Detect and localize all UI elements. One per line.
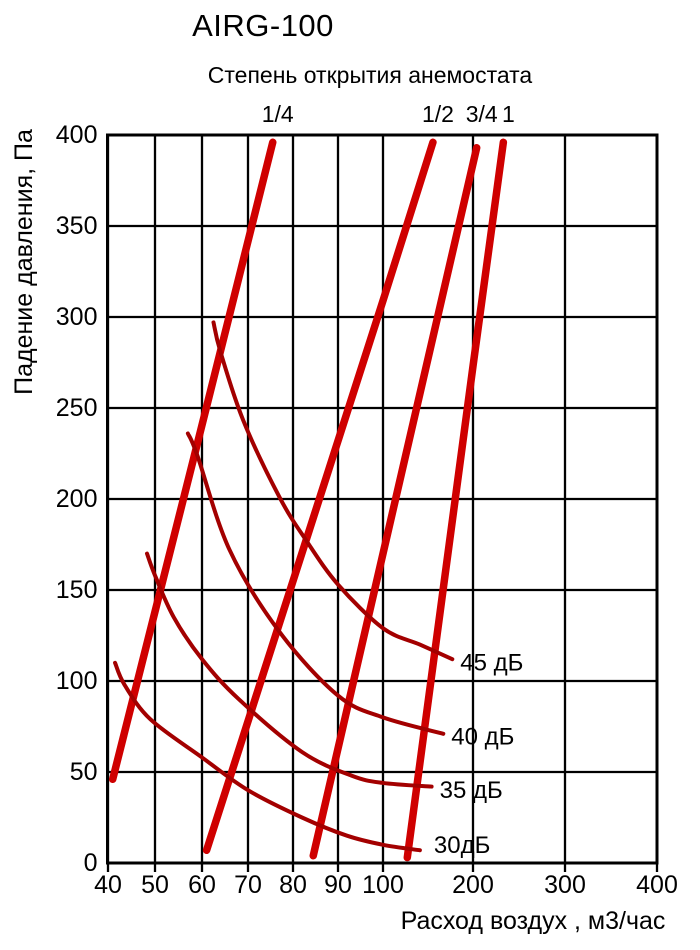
opening-line-1-2 <box>202 138 437 855</box>
x-tick-label: 100 <box>362 871 404 899</box>
noise-curve-40дБ <box>185 431 446 736</box>
y-tick-label: 400 <box>56 121 98 149</box>
opening-line-3-4 <box>309 143 481 860</box>
y-tick-label: 350 <box>56 212 98 240</box>
noise-curve-label: 45 дБ <box>460 650 523 677</box>
x-axis-title: Расход воздух , м3/час <box>401 907 666 935</box>
plot-area: 40 50 60 70 80 90 100 200 300 400 0 50 100 150 200 250 3… <box>56 101 678 899</box>
x-tick-label: 60 <box>188 871 216 899</box>
chart-title: AIRG-100 <box>192 8 334 43</box>
noise-curve-35дБ <box>145 551 434 789</box>
noise-curve-label: 40 дБ <box>451 723 514 750</box>
y-tick-label: 100 <box>56 667 98 695</box>
x-tick-label: 200 <box>452 871 494 899</box>
chart-subtitle: Степень открытия анемостата <box>207 62 533 88</box>
x-tick-label: 40 <box>94 871 122 899</box>
opening-line-label: 1/2 <box>422 101 454 127</box>
x-tick-label: 400 <box>636 871 678 899</box>
y-tick-label: 150 <box>56 576 98 604</box>
noise-curve-label: 30дБ <box>434 832 490 859</box>
noise-curve-45дБ <box>211 320 455 662</box>
x-tick-label: 90 <box>324 871 352 899</box>
x-tick-label: 80 <box>279 871 307 899</box>
y-tick-label: 250 <box>56 394 98 422</box>
opening-line-1-4 <box>108 138 277 784</box>
y-tick-label: 200 <box>56 485 98 513</box>
plot-border <box>106 133 659 865</box>
y-tick-label: 0 <box>84 849 98 877</box>
x-tick-label: 70 <box>234 871 262 899</box>
y-axis-title: Падение давления, Па <box>10 129 38 395</box>
opening-line-label: 3/4 <box>466 101 498 127</box>
noise-curve-label: 35 дБ <box>440 777 503 804</box>
y-tick-label: 300 <box>56 303 98 331</box>
opening-line-1 <box>403 138 508 862</box>
noise-curve-30дБ <box>113 660 422 853</box>
opening-line-label: 1/4 <box>262 101 294 127</box>
x-tick-label: 300 <box>544 871 586 899</box>
opening-line-label: 1 <box>502 101 515 127</box>
y-tick-label: 50 <box>70 758 98 786</box>
x-tick-label: 50 <box>141 871 169 899</box>
